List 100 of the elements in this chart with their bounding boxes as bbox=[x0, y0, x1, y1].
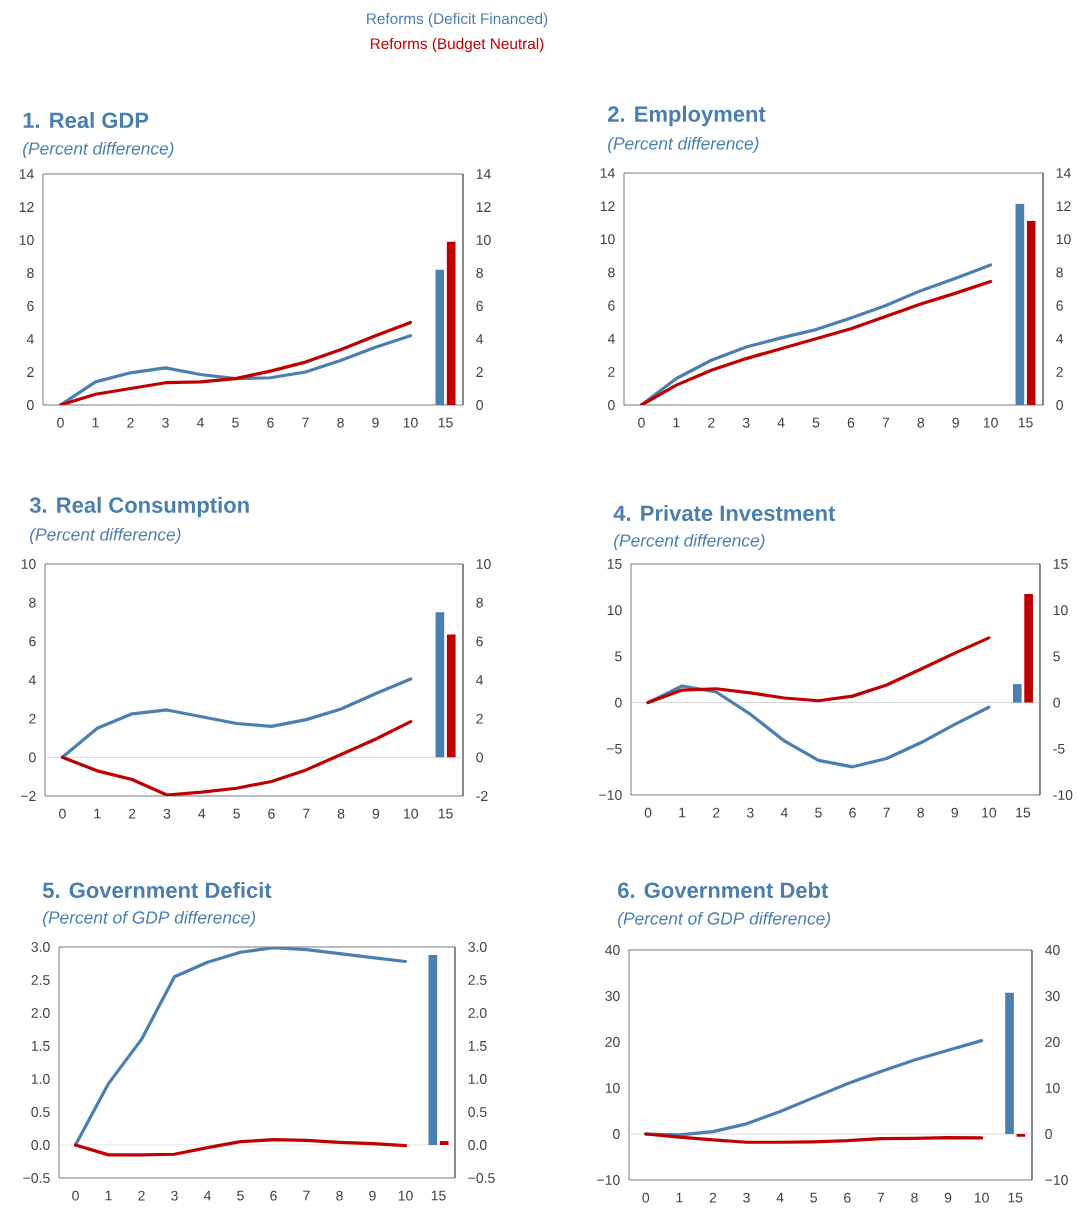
y-tick-label: 2.0 bbox=[31, 1008, 50, 1018]
y2-tick-label: 10 bbox=[476, 235, 491, 245]
chart-subtitle: (Percent of GDP difference) bbox=[618, 911, 831, 929]
chart-subtitle: (Percent difference) bbox=[614, 533, 765, 551]
y2-tick-label: 4 bbox=[1056, 333, 1064, 344]
y-tick-label: 4 bbox=[607, 333, 615, 344]
x-tick-label: 5 bbox=[810, 1192, 818, 1203]
x-tick-label: 8 bbox=[337, 808, 345, 819]
y-tick-label: 6 bbox=[27, 301, 34, 311]
x-tick-label: 0 bbox=[642, 1192, 650, 1203]
x-tick-label: 2 bbox=[708, 417, 715, 428]
x-tick-label: 6 bbox=[267, 417, 274, 428]
y2-tick-label: -2 bbox=[476, 791, 488, 801]
y-tick-label: 30 bbox=[605, 991, 620, 1001]
y-tick-label: 2 bbox=[608, 366, 615, 377]
x-tick-label: 3 bbox=[162, 417, 169, 428]
x-tick-label: 4 bbox=[776, 1192, 784, 1203]
y-tick-label: 10 bbox=[607, 605, 622, 616]
y-tick-label: 1.5 bbox=[31, 1041, 50, 1051]
y2-tick-label: −10 bbox=[1045, 1175, 1068, 1185]
chart-title: 1. Real GDP bbox=[23, 111, 149, 129]
y-tick-label: 20 bbox=[605, 1037, 620, 1047]
chart-subtitle: (Percent of GDP difference) bbox=[43, 910, 256, 928]
y-tick-label: 10 bbox=[21, 559, 36, 569]
x-tick-label: 4 bbox=[777, 417, 785, 428]
x-tick-label: 9 bbox=[952, 417, 959, 428]
y-tick-label: −10 bbox=[599, 790, 622, 800]
x-tick-label: 0 bbox=[57, 417, 64, 428]
y-tick-label: 2 bbox=[27, 367, 34, 377]
y2-tick-label: 0 bbox=[1053, 697, 1060, 708]
y2-tick-label: 12 bbox=[1056, 201, 1071, 212]
y2-tick-label: 5 bbox=[1053, 651, 1060, 662]
y2-tick-label: 8 bbox=[476, 268, 483, 278]
x-tick-label: 4 bbox=[196, 417, 204, 428]
y-tick-label: 4 bbox=[26, 334, 34, 344]
y2-tick-label: 10 bbox=[476, 559, 491, 569]
x-tick-label: 8 bbox=[337, 417, 344, 428]
chart-title: 6. Government Debt bbox=[618, 881, 829, 899]
x-tick-label: 3 bbox=[163, 808, 171, 819]
y2-tick-label: 2 bbox=[476, 367, 483, 377]
y2-tick-label: −0.5 bbox=[468, 1173, 495, 1183]
x-tick-label: 3 bbox=[746, 807, 754, 818]
y2-tick-label: 3.0 bbox=[468, 942, 487, 952]
x-tick-label: 1 bbox=[94, 808, 101, 819]
y2-tick-label: 1.0 bbox=[468, 1074, 487, 1084]
y2-tick-label: 6 bbox=[476, 301, 483, 311]
y2-tick-label: 2.0 bbox=[468, 1008, 487, 1018]
x-tick-label: 7 bbox=[303, 1190, 310, 1201]
x-tick-label: 10 bbox=[974, 1192, 989, 1203]
y-tick-label: −5 bbox=[607, 743, 622, 754]
x-tick-label: 3 bbox=[742, 417, 750, 428]
chart-subtitle: (Percent difference) bbox=[23, 141, 174, 159]
x-tick-label: 15 bbox=[1008, 1192, 1023, 1203]
y2-tick-label: 20 bbox=[1045, 1037, 1060, 1047]
y2-tick-label: 6 bbox=[1056, 300, 1063, 311]
y-tick-label: 2.5 bbox=[31, 975, 50, 985]
y2-tick-label: 12 bbox=[476, 202, 491, 212]
x-tick-label: 2 bbox=[128, 808, 136, 819]
y2-tick-label: 4 bbox=[476, 675, 484, 685]
y-tick-label: 8 bbox=[27, 268, 34, 278]
x-tick-label: 4 bbox=[203, 1190, 211, 1201]
y2-tick-label: 6 bbox=[476, 636, 483, 647]
y2-tick-label: 0 bbox=[1056, 400, 1063, 410]
x-tick-label: 6 bbox=[268, 808, 275, 819]
y-tick-label: 0 bbox=[27, 400, 34, 410]
x-tick-label: 6 bbox=[847, 417, 855, 428]
x-tick-label: 2 bbox=[127, 417, 134, 428]
x-tick-label: 5 bbox=[815, 807, 822, 818]
y-tick-label: −0.5 bbox=[23, 1173, 50, 1183]
chart-title: 2. Employment bbox=[608, 105, 766, 127]
x-tick-label: 1 bbox=[105, 1190, 112, 1201]
y-tick-label: −10 bbox=[597, 1175, 620, 1185]
x-tick-label: 15 bbox=[438, 808, 453, 819]
y-tick-label: 12 bbox=[19, 202, 34, 212]
x-tick-label: 1 bbox=[92, 417, 99, 428]
y-tick-label: 5 bbox=[615, 651, 622, 662]
y-tick-label: 0 bbox=[615, 697, 622, 708]
x-tick-label: 6 bbox=[849, 807, 856, 818]
x-tick-label: 2 bbox=[713, 807, 720, 818]
y2-tick-label: 15 bbox=[1053, 559, 1068, 569]
x-tick-label: 10 bbox=[983, 417, 998, 428]
y2-tick-label: 1.5 bbox=[468, 1041, 487, 1051]
x-tick-label: 3 bbox=[743, 1192, 750, 1203]
y-tick-label: 10 bbox=[600, 234, 615, 245]
y-tick-label: 4 bbox=[28, 675, 36, 685]
y-tick-label: 0.5 bbox=[31, 1107, 50, 1117]
x-tick-label: 15 bbox=[431, 1190, 446, 1201]
y-tick-label: 0 bbox=[29, 752, 36, 763]
y-tick-label: 0 bbox=[608, 400, 615, 410]
x-tick-label: 7 bbox=[303, 808, 310, 819]
y2-tick-label: 0 bbox=[476, 400, 483, 410]
y-tick-label: 10 bbox=[605, 1083, 620, 1093]
x-tick-label: 1 bbox=[679, 807, 686, 818]
y-tick-label: 8 bbox=[29, 597, 36, 608]
y2-tick-label: 2 bbox=[1056, 366, 1063, 377]
x-tick-label: 7 bbox=[882, 417, 890, 428]
text: Reforms (Deficit Financed) bbox=[367, 12, 548, 28]
x-tick-label: 10 bbox=[398, 1190, 413, 1201]
x-tick-label: 1 bbox=[676, 1192, 683, 1203]
y2-tick-label: 0 bbox=[476, 752, 483, 763]
